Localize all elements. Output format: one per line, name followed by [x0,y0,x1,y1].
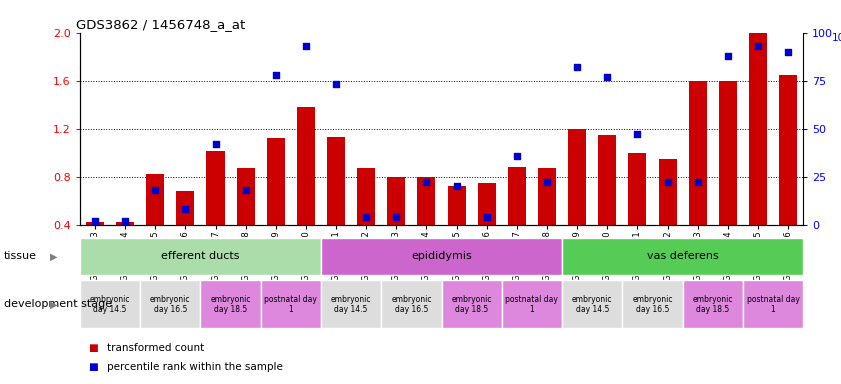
Text: embryonic
day 18.5: embryonic day 18.5 [452,295,492,314]
Point [450,183,463,189]
Point [269,72,283,78]
Bar [261,280,321,328]
Text: embryonic
day 16.5: embryonic day 16.5 [150,295,191,314]
Point [721,53,734,59]
Text: transformed count: transformed count [107,343,204,353]
Text: percentile rank within the sample: percentile rank within the sample [107,362,283,372]
Text: development stage: development stage [4,299,113,310]
Text: ■: ■ [88,343,98,353]
Bar [598,135,616,225]
Point [209,141,222,147]
Bar [321,238,562,275]
Bar [146,174,164,225]
Text: GDS3862 / 1456748_a_at: GDS3862 / 1456748_a_at [77,18,246,31]
Bar [177,191,194,225]
Text: embryonic
day 18.5: embryonic day 18.5 [692,295,733,314]
Bar [562,238,803,275]
Bar [628,153,647,225]
Point [781,49,795,55]
Bar [321,280,381,328]
Point [570,64,584,70]
Text: postnatal day
1: postnatal day 1 [264,295,317,314]
Bar [116,222,134,225]
Text: embryonic
day 14.5: embryonic day 14.5 [90,295,130,314]
Point [751,43,764,49]
Bar [86,222,104,225]
Bar [508,167,526,225]
Bar [748,33,767,225]
Text: 100%: 100% [832,33,841,43]
Bar [719,81,737,225]
Bar [447,186,466,225]
Bar [327,137,345,225]
Text: postnatal day
1: postnatal day 1 [505,295,558,314]
Bar [743,280,803,328]
Point [330,81,343,88]
Point [389,214,403,220]
Bar [200,280,261,328]
Bar [683,280,743,328]
Bar [267,138,285,225]
Bar [387,177,405,225]
Point [691,179,705,185]
Bar [502,280,562,328]
Text: embryonic
day 16.5: embryonic day 16.5 [632,295,673,314]
Bar [622,280,683,328]
Text: postnatal day
1: postnatal day 1 [747,295,800,314]
Bar [206,151,225,225]
Bar [562,280,622,328]
Point [359,214,373,220]
Bar [236,168,255,225]
Point [88,218,102,224]
Bar [140,280,200,328]
Text: ■: ■ [88,362,98,372]
Point [510,152,524,159]
Bar [80,280,140,328]
Point [239,187,252,193]
Point [119,218,132,224]
Point [299,43,313,49]
Text: vas deferens: vas deferens [647,251,718,262]
Point [540,179,553,185]
Text: tissue: tissue [4,251,37,262]
Bar [659,159,676,225]
Text: embryonic
day 14.5: embryonic day 14.5 [572,295,612,314]
Bar [417,177,436,225]
Bar [689,81,706,225]
Bar [442,280,502,328]
Bar [779,74,797,225]
Bar [478,183,495,225]
Point [631,131,644,137]
Text: ▶: ▶ [50,251,57,262]
Point [600,74,614,80]
Text: epididymis: epididymis [411,251,472,262]
Bar [568,129,586,225]
Bar [538,168,556,225]
Text: embryonic
day 14.5: embryonic day 14.5 [331,295,372,314]
Point [480,214,494,220]
Text: embryonic
day 16.5: embryonic day 16.5 [391,295,431,314]
Point [661,179,674,185]
Bar [297,107,315,225]
Text: embryonic
day 18.5: embryonic day 18.5 [210,295,251,314]
Text: efferent ducts: efferent ducts [161,251,240,262]
Point [420,179,433,185]
Bar [381,280,442,328]
Bar [80,238,321,275]
Point [149,187,162,193]
Text: ▶: ▶ [50,299,57,310]
Bar [357,168,375,225]
Point [178,206,192,212]
